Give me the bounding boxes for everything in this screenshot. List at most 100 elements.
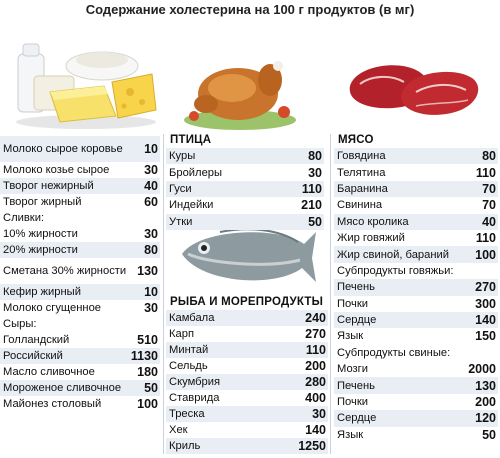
product-name: Ставрида [169,392,220,404]
cholesterol-value: 110 [475,165,496,180]
poultry-title: ПТИЦА [170,134,212,146]
table-row: Треска 30 [166,406,328,422]
table-row: Говядина 80 [334,148,498,165]
table-row: Молоко козье сырое 30 [0,162,160,178]
cholesterol-value: 400 [305,391,326,405]
product-name: 20% жирности [3,244,78,256]
product-name: Молоко козье сырое [3,164,110,176]
cholesterol-value: 100 [137,397,158,411]
product-name: Субпродукты говяжьи: [337,264,454,277]
cholesterol-value: 10 [144,285,158,299]
roast-chicken-image [184,61,296,130]
table-row: 20% жирности 80 [0,242,160,258]
cholesterol-value: 110 [305,343,326,357]
product-name: Куры [169,150,196,163]
table-row: Почки 200 [334,393,498,411]
product-name: Мороженое сливочное [3,382,122,394]
section-heading-row: Сыры: [0,316,160,332]
product-name: Сердце [337,314,377,327]
table-row: Масло сливочное 180 [0,364,160,380]
table-row: 10% жирности 30 [0,226,160,242]
table-row: Криль 1250 [166,438,328,454]
cholesterol-value: 30 [144,163,158,177]
table-row: Минтай 110 [166,342,328,358]
fish-table: Камбала 240 Карп 270 Минтай 110 Сельдь 200 Скумб… [166,310,328,454]
product-name: Голландский [3,334,70,346]
section-heading-row: Сливки: [0,210,160,226]
table-row: Утки 50 [166,213,324,230]
cholesterol-value: 60 [144,195,158,209]
table-row: Язык 50 [334,426,498,444]
product-name: 10% жирности [3,228,78,240]
dairy-products-image [16,43,157,129]
cholesterol-value: 280 [305,375,326,389]
product-name: Бройлеры [169,166,223,179]
cholesterol-value: 150 [475,329,496,344]
cholesterol-value: 2000 [468,362,496,377]
table-row: Баранина 70 [334,180,498,198]
cholesterol-value: 140 [305,423,326,437]
table-row: Индейки 210 [166,197,324,214]
cholesterol-value: 50 [308,214,322,229]
cholesterol-value: 110 [475,231,496,246]
cholesterol-value: 40 [144,179,158,193]
table-row: Сметана 30% жирности 130 [0,258,160,284]
product-name: Российский [3,350,63,362]
product-name: Язык [337,330,364,343]
cholesterol-value: 270 [305,327,326,341]
product-name: Утки [169,215,193,228]
table-row: Хек 140 [166,422,328,438]
cholesterol-value: 120 [475,411,496,426]
product-name: Печень [337,281,375,294]
table-row: Мороженое сливочное 50 [0,380,160,396]
table-row: Телятина 110 [334,164,498,181]
poultry-table: Куры 80 Бройлеры 30 Гуси 110 Индейки 210 Утки 50 [166,148,324,230]
product-name: Криль [169,440,201,452]
table-row: Молоко сгущенное 30 [0,300,160,316]
raw-meat-image [349,65,479,115]
table-row: Кефир жирный 10 [0,284,160,300]
cholesterol-value: 50 [144,381,158,395]
product-name: Язык [337,428,364,441]
table-row: Почки 300 [334,295,498,312]
product-name: Хек [169,424,188,436]
table-row: Жир свиной, бараний 100 [334,246,498,263]
product-name: Жир говяжий [337,232,405,245]
product-name: Свинина [337,199,383,212]
product-name: Майонез столовый [3,398,102,410]
cholesterol-value: 300 [475,296,496,311]
cholesterol-value: 1130 [130,349,158,363]
table-row: Молоко сырое коровье 10 [0,136,160,162]
cholesterol-value: 30 [312,407,326,421]
table-row: Скумбрия 280 [166,374,328,390]
product-name: Говядина [337,150,386,163]
cholesterol-value: 180 [137,365,158,379]
column-divider [163,134,164,454]
cholesterol-value: 30 [144,227,158,241]
product-name: Масло сливочное [3,366,95,378]
table-row: Печень 130 [334,377,498,394]
product-name: Мозги [337,363,369,376]
product-name: Почки [337,297,368,310]
cholesterol-value: 200 [305,359,326,373]
cholesterol-value: 80 [144,243,158,257]
product-name: Сельдь [169,360,208,372]
fish-image [182,228,316,282]
product-name: Молоко сырое коровье [3,143,123,155]
product-name: Индейки [169,199,214,212]
product-name: Творог нежирный [3,180,94,192]
product-name: Сыры: [3,318,37,330]
fish-title: РЫБА И МОРЕПРОДУКТЫ [170,296,324,308]
cholesterol-value: 240 [305,311,326,325]
table-row: Творог нежирный 40 [0,178,160,194]
cholesterol-value: 80 [482,149,496,164]
table-row: Российский 1130 [0,348,160,364]
meat-title: МЯСО [338,134,374,146]
product-name: Сметана 30% жирности [3,265,127,277]
product-name: Карп [169,328,195,340]
table-row: Мясо кролика 40 [334,213,498,230]
table-row: Карп 270 [166,326,328,342]
meat-table: Говядина 80 Телятина 110 Баранина 70 Свинина 70… [334,148,498,444]
table-row: Гуси 110 [166,180,324,198]
product-name: Сливки: [3,212,45,224]
